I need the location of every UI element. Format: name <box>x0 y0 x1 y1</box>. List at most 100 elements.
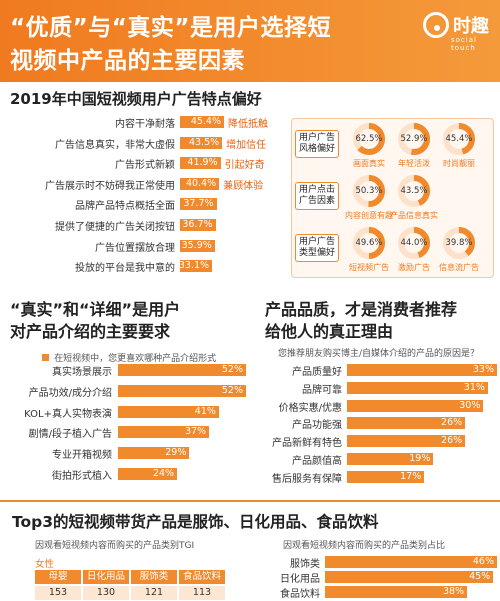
tgi-subtitle: 因观看短视频内容而购买的产品类别TGI <box>35 541 195 551</box>
bar-value-label: 41.9% <box>187 157 218 169</box>
bar-value-label: 26% <box>441 435 463 447</box>
logo-name: 时趣 <box>453 16 489 37</box>
share-subtitle: 因观看短视频内容而购买的产品类别占比 <box>283 541 446 551</box>
donut-chart <box>443 123 475 155</box>
bar-label: 产品功能强 <box>292 420 342 432</box>
bar-value-label: 37% <box>184 426 207 438</box>
section2-legend-text: 在短视频中，您更喜欢哪种产品介绍形式 <box>54 354 217 364</box>
header-banner: “优质”与“真实”是用户选择短 视频中产品的主要因素 时趣 social tou… <box>0 0 500 82</box>
bar-annotation: 兼顾体验 <box>223 180 264 192</box>
brand-logo: 时趣 social touch <box>423 10 493 64</box>
bar-value-label: 40.4% <box>185 177 217 189</box>
legend-swatch <box>42 354 49 361</box>
donut-slice <box>398 175 430 207</box>
bar-label: 价格实惠/优惠 <box>278 402 342 414</box>
bar <box>118 405 219 418</box>
category-share-bar-chart: 服饰类 46% 日化用品 45% 食品饮料 38% <box>250 553 500 601</box>
donut-slice <box>398 123 430 155</box>
bar <box>347 453 434 465</box>
bar <box>118 468 178 480</box>
bar-label: 广告展示时不妨碍我正常使用 <box>45 180 175 192</box>
section2-legend: 在短视频中，您更喜欢哪种产品介绍形式 <box>42 346 216 365</box>
donut-chart <box>353 227 385 259</box>
bar <box>180 219 216 231</box>
donut-chart <box>398 123 430 155</box>
page-title-line2: 视频中产品的主要因素 <box>10 48 245 74</box>
bar <box>347 364 497 376</box>
bar-label: 日化用品 <box>280 574 320 585</box>
bar <box>118 426 210 439</box>
ad-preference-bar-chart: 内容干净耐落 45.4% 降低抵触 广告信息真实，非常大虚假 43.5% 增加信任 广告形式… <box>0 110 290 280</box>
bar-value-label: 26% <box>441 417 463 429</box>
section3-title-line1: 产品品质，才是消费者推荐 <box>265 300 458 319</box>
donut-caption: 信息流广告 <box>439 263 479 272</box>
bar <box>118 364 246 376</box>
tgi-header-cell: 日化用品 <box>83 570 129 584</box>
bar-label: 品牌可靠 <box>302 384 342 396</box>
bar <box>347 470 425 483</box>
donut-slice <box>443 123 475 155</box>
intro-form-bar-chart: 真实场景展示 52% 产品功效/成分介绍 52% KOL+真人实物表演 41% 剧情/段子植… <box>0 358 250 488</box>
donut-value-label: 45.4% <box>445 134 473 144</box>
donut-caption: 画面真实 <box>353 159 385 168</box>
bar-value-label: 45.4% <box>190 116 221 127</box>
tgi-header-cell: 食品饮料 <box>179 570 225 584</box>
donut-value-label: 39.8% <box>445 238 473 248</box>
section3-title-line2: 给他人的真正理由 <box>265 322 394 341</box>
bar-value-label: 43.5% <box>188 136 220 148</box>
bar-label: 产品质量好 <box>292 367 342 378</box>
donut-caption: 年轻活泼 <box>398 159 430 168</box>
donut-value-label: 43.5% <box>400 186 428 196</box>
bar <box>325 571 494 583</box>
bar-value-label: 38% <box>442 586 465 597</box>
pie-group-label: 用户广告类型偏好 <box>295 234 339 262</box>
donut-value-label: 44.0% <box>400 238 428 248</box>
bar-label: 广告信息真实，非常大虚假 <box>55 139 175 151</box>
donut-value-label: 52.9% <box>400 134 428 144</box>
bar-value-label: 24% <box>152 468 175 479</box>
bar-label: 产品新鲜有特色 <box>272 438 342 450</box>
bar-value-label: 45% <box>469 571 491 582</box>
recommend-reason-bar-chart: 产品质量好 33% 品牌可靠 31% 价格实惠/优惠 30% 产品功能强 26% 产品新鲜有特色… <box>250 358 500 493</box>
bar <box>180 177 220 190</box>
donut-chart <box>353 175 385 207</box>
bar-label: 品牌产品特点概括全面 <box>75 201 175 213</box>
bar <box>180 136 223 149</box>
bar-value-label: 33.1% <box>178 260 210 272</box>
section-divider <box>0 500 500 502</box>
bar <box>180 239 215 252</box>
bar-value-label: 46% <box>472 556 494 567</box>
bar <box>180 157 221 170</box>
bar <box>180 198 217 211</box>
bar <box>180 116 224 128</box>
bar-value-label: 31% <box>463 381 485 393</box>
bar-label: 广告位置摆放合理 <box>95 242 175 254</box>
bar-label: 街拍形式植入 <box>52 471 112 482</box>
tgi-header-cell: 母婴 <box>35 570 81 584</box>
donut-caption: 产品信息真实 <box>390 211 438 220</box>
pie-group-label: 用户点击广告因素 <box>295 182 339 210</box>
donut-caption: 激励广告 <box>398 263 430 272</box>
bar-value-label: 52% <box>221 364 243 375</box>
bar <box>347 417 466 430</box>
bar <box>347 399 484 412</box>
donut-chart <box>398 227 430 259</box>
bar-annotation: 引起好奇 <box>224 160 265 172</box>
tgi-header-cell: 服饰类 <box>131 570 177 584</box>
donut-value-label: 49.6% <box>355 238 383 248</box>
bar-label: 食品饮料 <box>280 589 320 600</box>
tgi-value-cell: 153 <box>35 586 81 600</box>
page-title-line1: “优质”与“真实”是用户选择短 <box>10 15 331 41</box>
section2-title-line2: 对产品介绍的主要要求 <box>10 322 171 341</box>
bar <box>325 586 468 598</box>
bar-value-label: 36.7% <box>182 219 213 230</box>
logo-ring-icon <box>423 12 449 38</box>
donut-slice <box>353 123 385 155</box>
bar-label: 产品颜值高 <box>292 456 342 467</box>
bar-label: 提供了便捷的广告关闭按钮 <box>55 222 175 233</box>
bar-label: 专业开箱视频 <box>52 450 112 462</box>
pie-groups: 用户广告风格偏好 62.5% 画面真实 52.9% 年轻活泼 45.4% 时尚靓丽 用户点击广… <box>291 118 494 278</box>
bar-value-label: 19% <box>409 453 431 464</box>
tgi-value-cell: 121 <box>131 586 177 600</box>
bar <box>347 381 488 394</box>
